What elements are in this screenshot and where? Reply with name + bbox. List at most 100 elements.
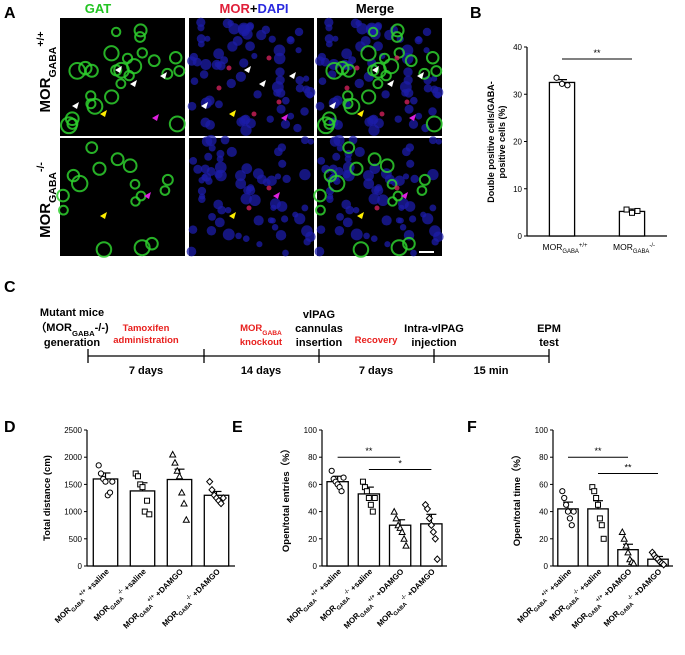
dapi-nucleus <box>324 34 334 44</box>
dapi-nucleus <box>325 40 333 48</box>
arrowhead-marker <box>130 80 137 87</box>
dapi-nucleus <box>307 138 314 145</box>
dapi-nucleus <box>368 124 380 136</box>
dapi-nucleus <box>363 178 375 190</box>
dapi-nucleus <box>206 226 217 236</box>
dapi-nucleus <box>429 136 437 145</box>
dapi-nucleus <box>256 29 267 41</box>
data-point <box>600 535 607 542</box>
x-category-label: MORGABA-/- <box>613 242 655 255</box>
x-category-label-part: -/- <box>649 243 655 249</box>
dapi-nucleus <box>302 85 311 94</box>
dapi-nucleus <box>199 70 209 79</box>
x-group-label-part: MOR <box>375 609 395 629</box>
data-point <box>629 559 638 567</box>
data-point <box>566 515 573 522</box>
stage-mutant-genotype-part: （MOR <box>35 321 72 334</box>
data-point <box>359 478 366 485</box>
data-point <box>365 495 372 501</box>
x-group-label-part: +saline <box>576 567 604 595</box>
dapi-nucleus <box>213 48 225 60</box>
dapi-nucleus <box>193 164 203 174</box>
data-point <box>598 522 605 529</box>
duration-2: 14 days <box>241 365 281 377</box>
bar <box>326 481 349 567</box>
data-point <box>558 80 566 87</box>
data-point <box>134 473 141 480</box>
dapi-nucleus <box>300 107 309 116</box>
stage-generation: generation <box>44 337 101 349</box>
dapi-nucleus <box>251 52 258 59</box>
dapi-nucleus <box>226 146 237 158</box>
row-label-knockout: MORGABA-/- <box>35 162 59 238</box>
x-group-label-part: +saline <box>316 567 344 595</box>
dapi-nucleus <box>208 144 216 152</box>
dapi-nucleus <box>295 75 304 85</box>
gat-cell <box>173 65 186 77</box>
dapi-nucleus <box>187 101 197 111</box>
panel-letter-c: C <box>4 279 16 296</box>
data-point <box>423 504 432 513</box>
gat-cell <box>391 31 403 43</box>
dapi-nucleus <box>348 56 357 65</box>
dapi-nucleus <box>249 194 261 207</box>
gat-cell <box>349 161 364 176</box>
dapi-nucleus <box>201 136 213 147</box>
gat-cell <box>86 97 104 115</box>
gat-cell <box>133 23 148 38</box>
dapi-nucleus <box>278 159 287 168</box>
dapi-nucleus <box>192 57 202 67</box>
x-group-label-part: MOR <box>160 609 180 629</box>
dapi-nucleus <box>266 175 277 186</box>
gat-cell <box>58 204 69 216</box>
significance-label: ** <box>624 463 632 473</box>
stage-knockout: knockout <box>240 337 283 348</box>
dapi-nucleus <box>430 85 439 94</box>
dapi-nucleus <box>268 35 276 43</box>
panel-letter-d: D <box>4 419 16 436</box>
gat-cell <box>92 161 107 176</box>
stage-intra-vlpag: Intra-vlPAG <box>404 323 464 335</box>
data-point <box>433 555 441 564</box>
y-tick-label: 80 <box>308 453 317 462</box>
arrowhead-marker <box>144 192 151 199</box>
panel-d: D 0 500 1000 1500 2000 2500 Total distance (cm)… <box>4 419 235 631</box>
dapi-nucleus <box>235 71 246 82</box>
x-group-label-part: MOR <box>602 609 622 629</box>
dapi-nucleus <box>303 238 311 246</box>
dapi-nucleus <box>409 96 418 105</box>
arrowhead-marker <box>100 212 107 219</box>
column-title-mor-dapi-part: DAPI <box>257 1 288 16</box>
dapi-nucleus <box>215 100 223 109</box>
dapi-nucleus <box>222 228 235 241</box>
arrowhead-marker <box>289 72 296 79</box>
dapi-nucleus <box>364 117 374 127</box>
row-label-wildtype-part: GABA <box>47 46 59 77</box>
dapi-nucleus <box>355 41 366 52</box>
dapi-nucleus <box>395 217 402 224</box>
data-point <box>402 541 410 549</box>
data-point <box>173 466 182 474</box>
data-point <box>553 74 560 81</box>
dapi-nucleus <box>306 91 314 99</box>
arrowhead-marker <box>160 72 167 79</box>
data-point <box>400 534 408 542</box>
dapi-nucleus <box>256 241 263 248</box>
data-point <box>171 458 179 466</box>
dapi-nucleus <box>227 19 234 27</box>
dapi-nucleus <box>420 211 427 218</box>
column-title-mor-dapi-part: + <box>250 1 258 16</box>
dapi-nucleus <box>271 224 279 231</box>
y-axis-label-line: positive cells (%) <box>497 105 507 178</box>
x-group-label-part: MOR <box>516 605 536 625</box>
mor-puncta <box>266 185 272 191</box>
dapi-nucleus <box>336 144 344 152</box>
data-point <box>177 488 186 496</box>
row-label-knockout-part: -/- <box>35 162 47 172</box>
dapi-nucleus <box>399 224 407 231</box>
panel-letter-e: E <box>232 419 243 436</box>
stage-cannulas: cannulas <box>295 323 343 335</box>
dapi-nucleus <box>199 193 206 200</box>
data-point <box>623 206 630 213</box>
